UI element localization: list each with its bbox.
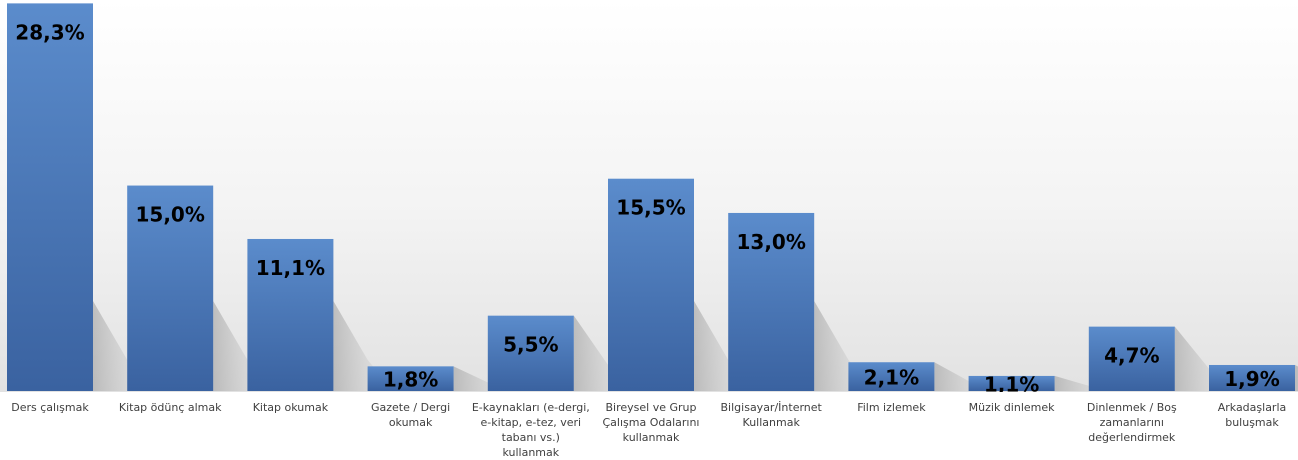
data-label: 2,1% (864, 366, 919, 390)
category-label-line: e-kitap, e-tez, veri (480, 416, 582, 429)
bar-shadow (333, 301, 394, 391)
category-label: Müzik dinlemek (953, 400, 1071, 415)
bar (7, 3, 93, 391)
category-label-line: tabanı vs.) kullanmak (501, 431, 560, 459)
category-label-line: kullanmak (622, 431, 680, 444)
bar-shadow (1295, 364, 1298, 391)
bar (1209, 364, 1295, 391)
bar (247, 238, 334, 391)
data-label: 1,8% (383, 368, 438, 392)
bar-shadow (1054, 375, 1115, 391)
bar (487, 315, 574, 391)
category-label-line: Gazete / Dergi (370, 401, 451, 414)
category-label: Kitap ödünç almak (111, 400, 229, 415)
category-label: Bireysel ve Grup Çalışma Odalarını kullanm… (592, 400, 710, 445)
category-label: Dinlenmek / Boş zamanlarını değerlendirmek (1073, 400, 1191, 445)
bar (1088, 326, 1175, 391)
category-label-line: Ders çalışmak (11, 401, 89, 414)
data-label: 13,0% (737, 230, 806, 254)
bar (968, 375, 1055, 391)
bar (608, 178, 694, 391)
category-label-line: Çalışma Odalarını (602, 416, 700, 429)
category-label-line: okumak (388, 416, 433, 429)
category-label: Kitap okumak (231, 400, 349, 415)
bar-shadows (93, 301, 1298, 391)
data-label: 4,7% (1104, 344, 1159, 368)
bars (7, 3, 1295, 391)
bar-shadow (93, 301, 153, 391)
data-label: 11,1% (256, 256, 325, 280)
category-label-line: Film izlemek (857, 401, 926, 414)
category-label-line: Bireysel ve Grup (605, 401, 697, 414)
bar-shadow (213, 301, 274, 391)
bar-shadow (694, 301, 754, 391)
category-label-line: Kitap ödünç almak (118, 401, 222, 414)
category-label-line: E-kaynakları (e-dergi, (471, 401, 590, 414)
bar-shadow (453, 366, 514, 391)
data-label: 15,5% (616, 196, 685, 220)
category-label-line: değerlendirmek (1088, 431, 1176, 444)
category-label: Bilgisayar/İnternet Kullanmak (712, 400, 830, 430)
data-label: 1,1% (984, 372, 1039, 392)
bar (728, 212, 815, 391)
category-label: Gazete / Dergi okumak (352, 400, 470, 430)
data-label: 5,5% (503, 333, 558, 357)
category-label: Arkadaşlarla buluşmak (1193, 400, 1298, 430)
bar-shadow (934, 362, 995, 391)
bar (127, 185, 214, 391)
bar-shadow (814, 301, 875, 391)
data-label: 28,3% (15, 20, 84, 44)
category-label-line: Bilgisayar/İnternet (720, 401, 822, 414)
category-label: Film izlemek (832, 400, 950, 415)
category-label-line: Müzik dinlemek (968, 401, 1055, 414)
category-label-line: buluşmak (1225, 416, 1279, 429)
category-label-line: Kullanmak (742, 416, 800, 429)
category-label: E-kaynakları (e-dergi, e-kitap, e-tez, ve… (472, 400, 590, 460)
category-label-line: zamanlarını (1099, 416, 1164, 429)
bar (367, 366, 454, 391)
data-labels: 28,3% 15,0% 11,1% 1,8% 5,5% 15,5% 13,0% 2,1% 1,1… (15, 20, 1279, 392)
category-label: Ders çalışmak (0, 400, 109, 415)
bar-shadow (1174, 326, 1235, 391)
data-label: 15,0% (136, 203, 205, 227)
category-label-line: Dinlenmek / Boş (1086, 401, 1177, 414)
data-label: 1,9% (1224, 367, 1279, 391)
category-label-line: Kitap okumak (252, 401, 329, 414)
bar-shadow (573, 315, 634, 391)
bar-chart: 28,3% 15,0% 11,1% 1,8% 5,5% 15,5% 13,0% 2,1% 1,1… (0, 0, 1298, 392)
bar (848, 362, 935, 391)
category-label-line: Arkadaşlarla (1217, 401, 1287, 414)
